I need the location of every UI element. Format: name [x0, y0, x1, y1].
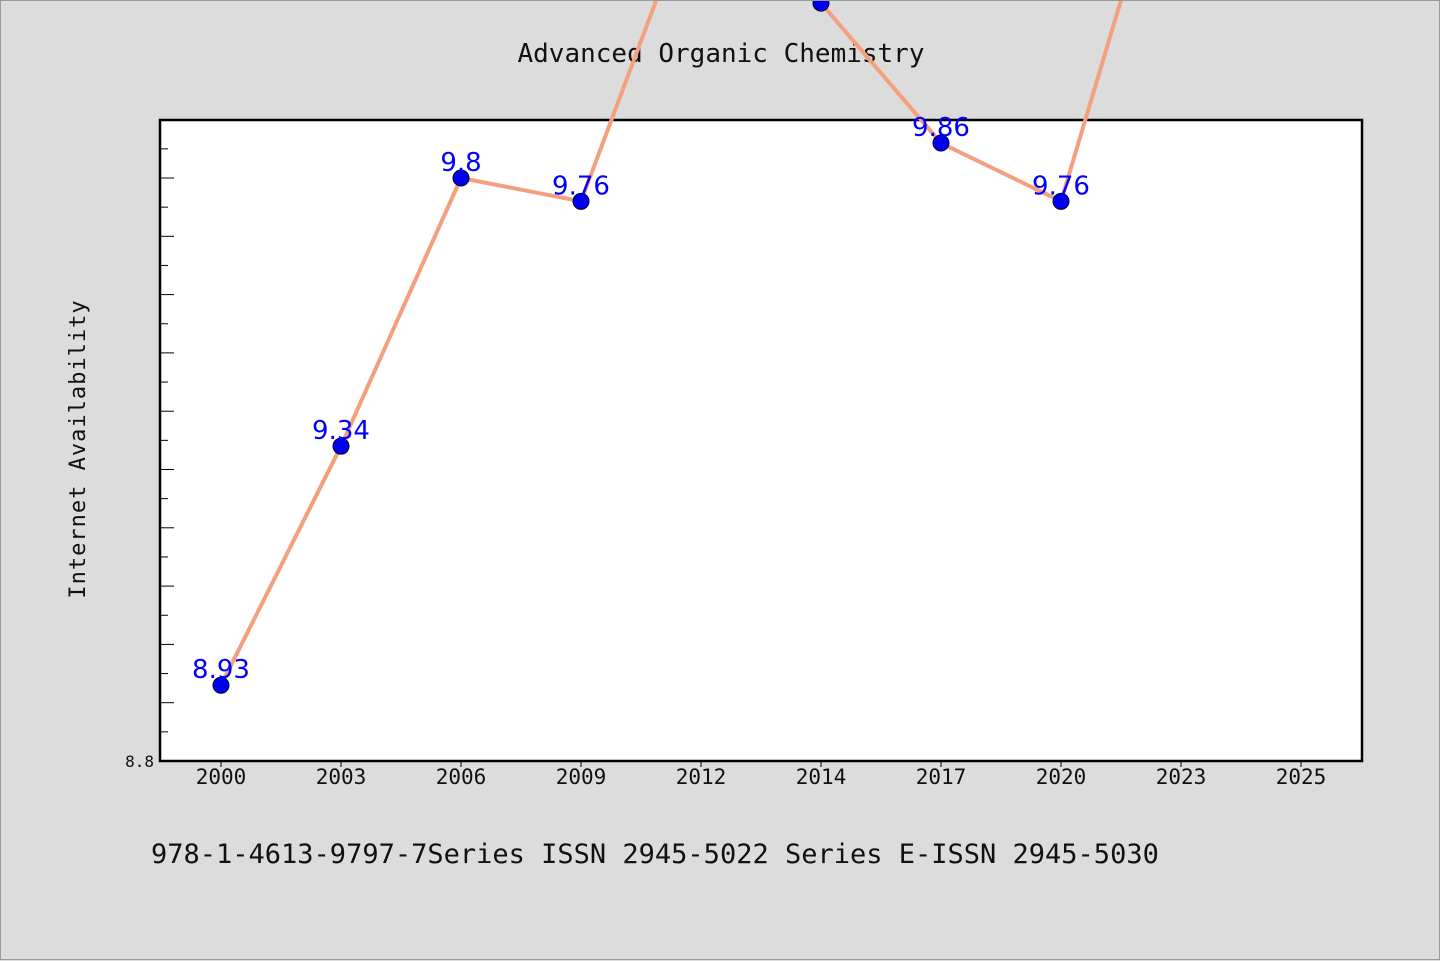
data-label: 9.8 [440, 148, 481, 178]
plot-area [158, 118, 1364, 763]
data-point [1052, 192, 1070, 210]
data-label: 9.76 [552, 171, 610, 201]
y-axis-ticks [160, 148, 174, 762]
data-label: 10.1 [792, 1, 850, 3]
y-tick-label: 8.8 [125, 752, 154, 771]
data-label: 8.93 [192, 655, 250, 685]
data-point [212, 676, 230, 694]
x-tick-label: 2003 [316, 765, 367, 789]
x-tick-label: 2000 [196, 765, 247, 789]
x-tick-label: 2009 [556, 765, 607, 789]
x-tick-label: 2012 [676, 765, 727, 789]
x-tick-label: 2023 [1156, 765, 1207, 789]
x-tick-label: 2017 [916, 765, 967, 789]
series-line [219, 1, 1123, 687]
y-axis-label: Internet Availability [66, 299, 91, 598]
data-point [932, 134, 950, 152]
x-tick-label: 2025 [1276, 765, 1327, 789]
data-label: 9.34 [312, 416, 370, 446]
data-point [332, 437, 350, 455]
data-point [572, 192, 590, 210]
x-tick-label: 2014 [796, 765, 847, 789]
data-labels: 8.939.349.89.7610.3110.19.869.7610.4510.… [192, 1, 1090, 685]
data-label: 9.76 [1032, 171, 1090, 201]
x-axis-tick-labels: 2000 2003 2006 2009 2012 2014 2017 2020 2023 2025 [196, 765, 1327, 789]
x-axis-ticks [220, 761, 1302, 767]
data-point [812, 1, 830, 12]
series-markers [212, 1, 1070, 694]
data-label: 9.86 [912, 113, 970, 143]
x-tick-label: 2006 [436, 765, 487, 789]
x-tick-label: 2020 [1036, 765, 1087, 789]
footer-text: 978-1-4613-9797-7Series ISSN 2945-5022 S… [151, 839, 1159, 870]
data-point [452, 169, 470, 187]
